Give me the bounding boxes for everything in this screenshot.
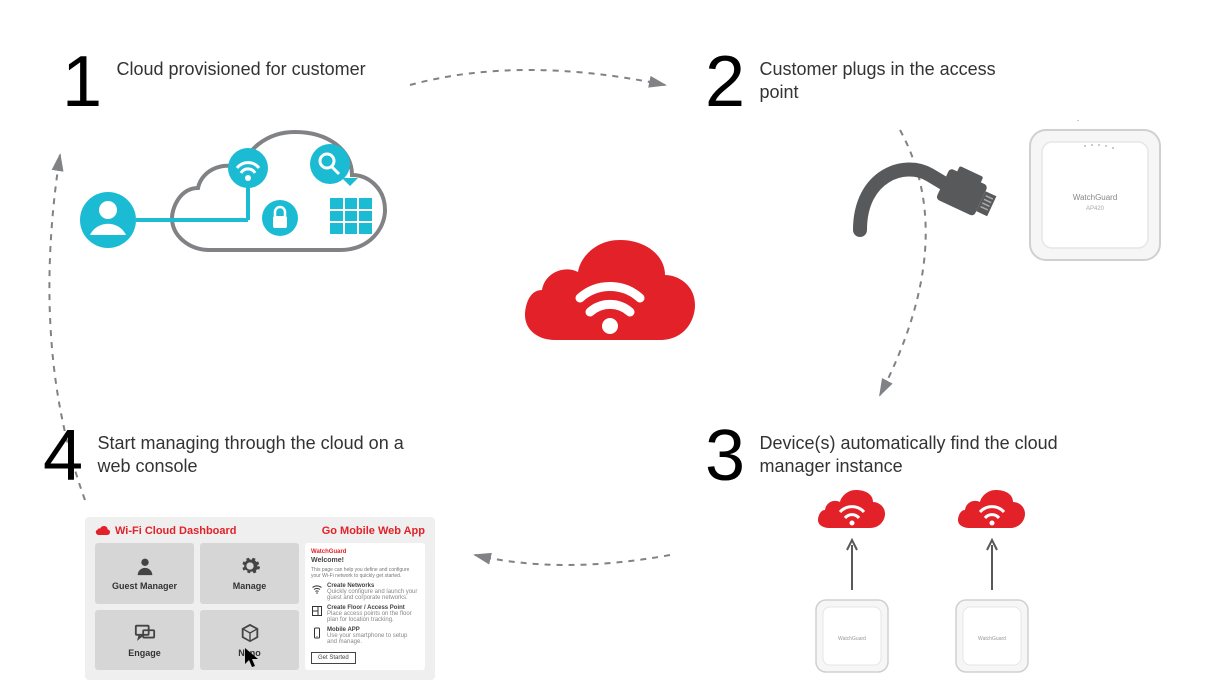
welcome-subtext: This page can help you define and config…	[311, 567, 419, 579]
step-3-number: 3	[705, 420, 745, 492]
step-4: 4 Start managing through the cloud on a …	[43, 420, 418, 492]
tile-label: Engage	[128, 648, 161, 658]
cursor-icon	[245, 648, 261, 668]
arrow-1-2	[410, 70, 665, 85]
step-4-label: Start managing through the cloud on a we…	[98, 432, 418, 479]
step-2: 2 Customer plugs in the access point	[705, 46, 1040, 118]
center-wifi-cloud-icon	[520, 230, 700, 360]
arrow-3-4	[475, 555, 670, 565]
mobile-icon	[311, 627, 323, 639]
wifi-icon	[311, 583, 323, 595]
step-1-graphic	[70, 120, 400, 280]
step-3: 3 Device(s) automatically find the cloud…	[705, 420, 1060, 492]
step-3-graphic: WatchGuard WatchGuard	[800, 490, 1100, 690]
tile-label: Manage	[233, 581, 267, 591]
floor-icon	[311, 605, 323, 617]
step-4-number: 4	[43, 420, 83, 492]
step-3-label: Device(s) automatically find the cloud m…	[760, 432, 1060, 479]
step-1-number: 1	[62, 46, 102, 118]
cube-icon	[239, 622, 261, 644]
step-2-label: Customer plugs in the access point	[760, 58, 1040, 105]
step-2-number: 2	[705, 46, 745, 118]
svg-text:WatchGuard: WatchGuard	[838, 636, 866, 642]
svg-text:AP420: AP420	[1086, 206, 1105, 212]
step-1: 1 Cloud provisioned for customer	[62, 46, 366, 118]
tile-label: Guest Manager	[112, 581, 177, 591]
tile-engage[interactable]: Engage	[95, 610, 194, 671]
dashboard-mobile-link[interactable]: Go Mobile Web App	[322, 525, 425, 537]
person-icon	[134, 555, 156, 577]
get-started-button[interactable]: Get Started	[311, 652, 356, 664]
chat-icon	[134, 622, 156, 644]
gear-icon	[239, 555, 261, 577]
welcome-panel: WatchGuard Welcome! This page can help y…	[305, 543, 425, 670]
cloud-icon	[95, 525, 111, 537]
svg-text:WatchGuard: WatchGuard	[978, 636, 1006, 642]
step-1-label: Cloud provisioned for customer	[117, 58, 366, 81]
welcome-heading: Welcome!	[311, 557, 419, 564]
svg-text:WatchGuard: WatchGuard	[1073, 193, 1118, 202]
tile-manage[interactable]: Manage	[200, 543, 299, 604]
step-2-graphic: WatchGuard AP420	[850, 120, 1170, 290]
tile-guest-manager[interactable]: Guest Manager	[95, 543, 194, 604]
dashboard-title: Wi-Fi Cloud Dashboard	[115, 525, 237, 537]
